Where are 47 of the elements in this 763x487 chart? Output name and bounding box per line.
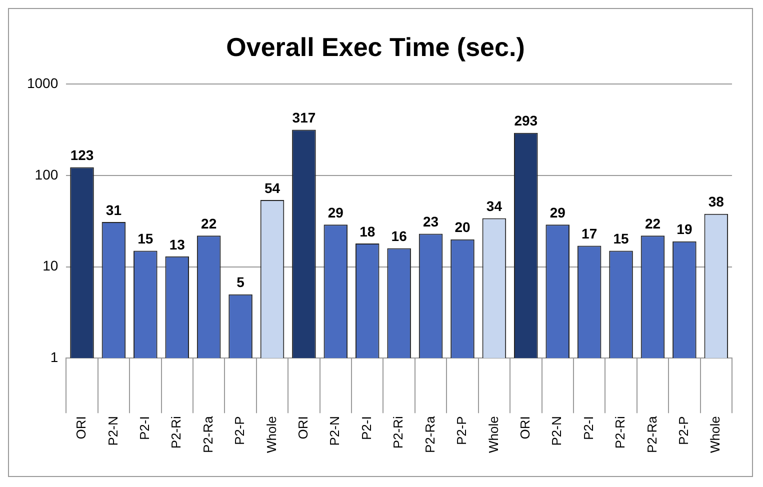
data-label: 293: [514, 112, 538, 129]
x-tick-label: P2-Ri: [168, 416, 184, 449]
x-tick-label: P2-I: [580, 416, 596, 440]
data-label: 13: [169, 236, 186, 252]
x-tick-label: P2-I: [136, 416, 152, 440]
data-label: 29: [550, 204, 566, 220]
data-label: 23: [422, 214, 439, 230]
x-tick-label: ORI: [517, 416, 532, 440]
data-label: 29: [328, 204, 344, 220]
x-tick-label: P2-N: [549, 416, 564, 446]
data-label: 123: [70, 147, 94, 164]
data-label: 54: [264, 180, 280, 196]
data-label: 19: [676, 221, 692, 238]
data-label: 17: [582, 226, 598, 242]
x-tick-label: ORI: [296, 416, 311, 440]
y-tick-label: 1000: [26, 75, 58, 92]
x-tick-label: P2-Ra: [644, 415, 660, 454]
x-tick-label: Whole: [708, 416, 723, 454]
x-tick-label: P2-Ra: [422, 415, 438, 454]
x-tick-label: P2-P: [676, 416, 692, 446]
x-tick-label: P2-N: [105, 416, 120, 446]
x-tick-label: Whole: [486, 416, 501, 454]
data-label: 22: [644, 215, 661, 232]
x-tick-label: P2-N: [327, 416, 342, 446]
x-tick-label: P2-Ri: [612, 416, 628, 449]
data-label: 317: [292, 110, 316, 126]
data-label: 15: [138, 230, 154, 247]
data-label: 22: [201, 215, 217, 232]
data-label: 16: [391, 228, 408, 244]
data-label: 31: [106, 202, 122, 218]
x-tick-label: P2-Ri: [390, 416, 406, 449]
y-tick-label: 100: [34, 166, 58, 182]
x-tick-label: Whole: [264, 416, 279, 454]
x-tick-label: P2-P: [232, 416, 248, 446]
chart-title: Overall Exec Time (sec.): [226, 32, 525, 62]
data-label: 34: [486, 198, 502, 214]
y-tick-label: 10: [42, 258, 58, 274]
x-tick-label: P2-I: [358, 416, 374, 440]
data-label: 38: [708, 194, 724, 210]
y-tick-label: 1: [50, 349, 58, 366]
data-label: 5: [236, 274, 245, 290]
x-tick-label: ORI: [74, 416, 89, 440]
data-label: 18: [360, 223, 376, 240]
data-label: 15: [613, 230, 630, 247]
x-tick-label: P2-Ra: [200, 415, 216, 454]
x-tick-label: P2-P: [454, 416, 470, 446]
data-label: 20: [454, 219, 470, 236]
